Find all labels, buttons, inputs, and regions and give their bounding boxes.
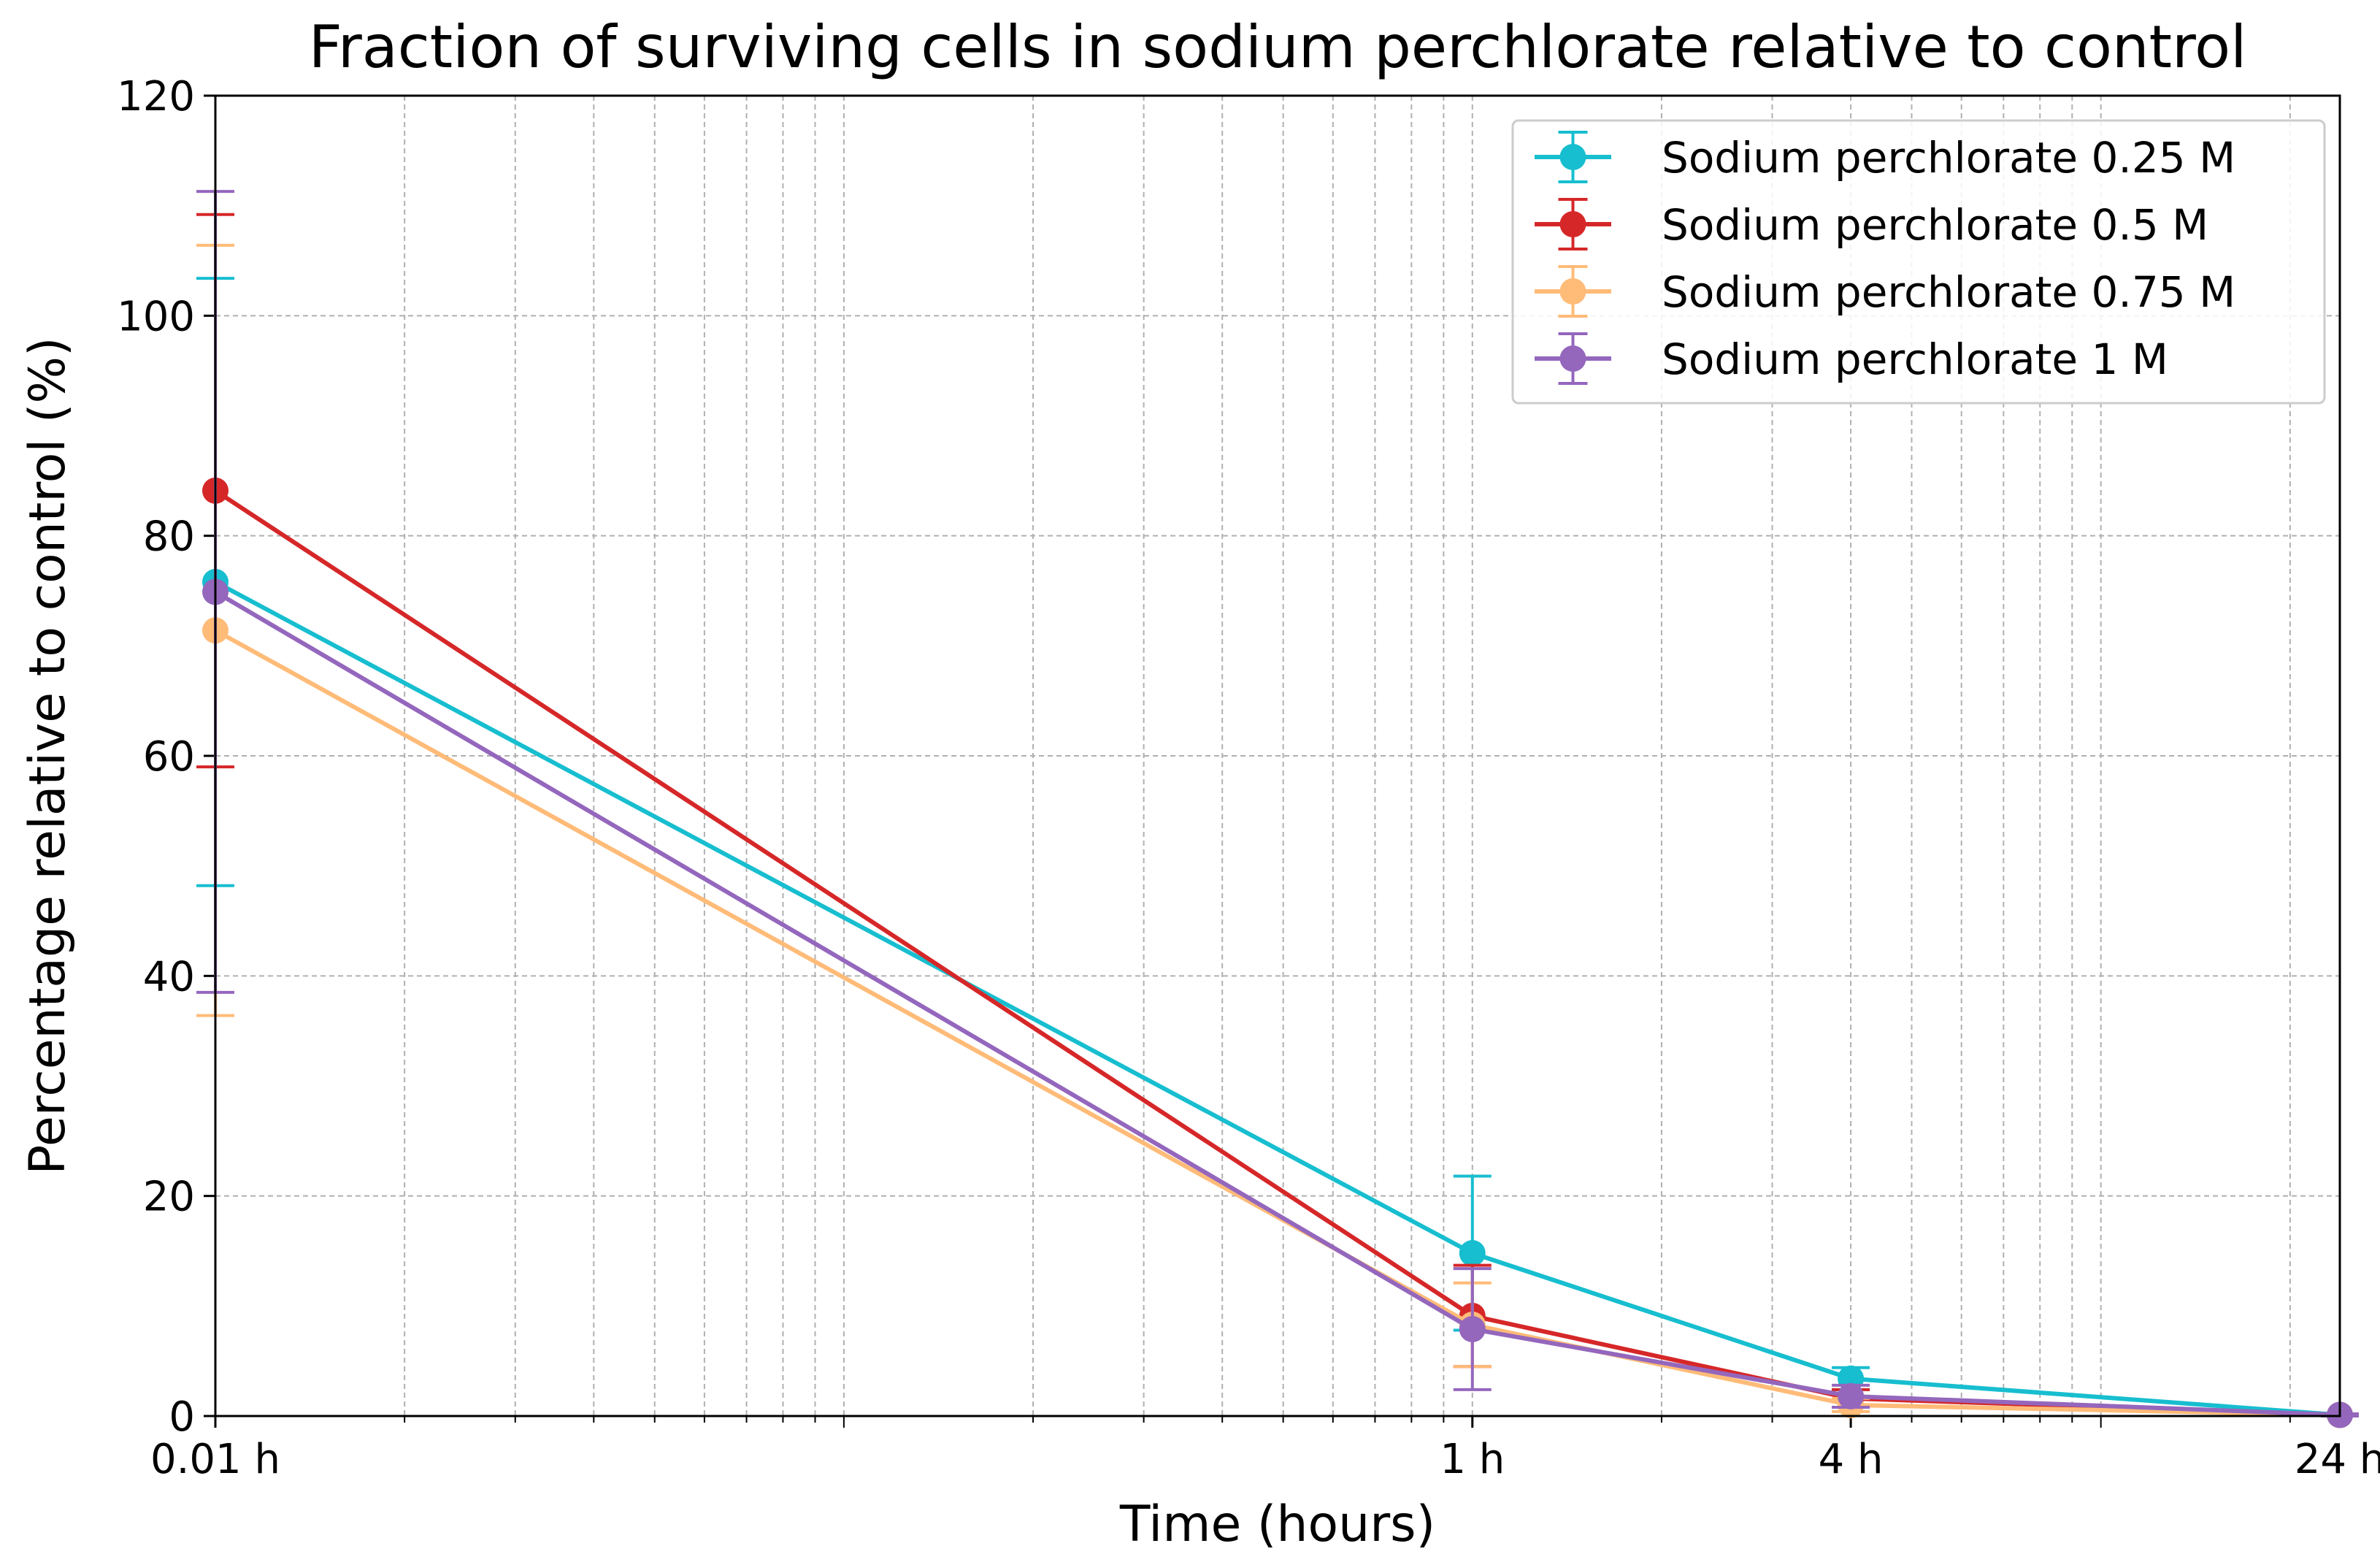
- legend-label: Sodium perchlorate 1 M: [1662, 334, 2168, 384]
- x-tick-label: 24 h: [2295, 1436, 2380, 1483]
- legend-swatch-marker: [1559, 278, 1586, 305]
- y-tick-label: 80: [143, 513, 195, 561]
- series-line: [214, 580, 2341, 1417]
- y-tick-label: 100: [117, 293, 195, 340]
- x-tick-label: 4 h: [1819, 1436, 1884, 1483]
- x-tick-label: 1 h: [1440, 1436, 1505, 1483]
- y-tick-label: 0: [169, 1393, 195, 1441]
- data-point: [1459, 1315, 1486, 1342]
- legend-swatch-marker: [1559, 144, 1586, 170]
- legend-label: Sodium perchlorate 0.25 M: [1662, 133, 2235, 183]
- legend-item: Sodium perchlorate 0.5 M: [1535, 198, 2208, 250]
- x-tick-label: 0.01 h: [150, 1436, 280, 1483]
- x-axis-label: Time (hours): [1119, 1496, 1435, 1553]
- legend-item: Sodium perchlorate 0.75 M: [1535, 265, 2235, 318]
- y-tick-label: 60: [143, 733, 195, 781]
- legend: Sodium perchlorate 0.25 M Sodium perchlor…: [1511, 119, 2326, 405]
- y-axis: 0 20 40 60 80 100 120: [117, 73, 215, 1441]
- legend-label: Sodium perchlorate 0.5 M: [1662, 200, 2208, 250]
- y-axis-label: Percentage relative to control (%): [19, 337, 77, 1174]
- legend-swatch-marker: [1559, 211, 1586, 237]
- series-group: [196, 190, 2359, 1428]
- y-tick-label: 20: [143, 1174, 195, 1221]
- legend-frame: [1511, 119, 2326, 405]
- plot-frame: [214, 94, 2341, 1417]
- x-axis: 0.01 h 1 h 4 h 24 h: [150, 1416, 2380, 1483]
- legend-label: Sodium perchlorate 0.75 M: [1662, 267, 2235, 317]
- series-line: [214, 589, 2341, 1417]
- y-tick-label: 40: [143, 953, 195, 1000]
- data-point: [1838, 1382, 1865, 1409]
- data-point: [1459, 1240, 1486, 1267]
- legend-item: Sodium perchlorate 0.25 M: [1535, 131, 2235, 183]
- legend-swatch-marker: [1559, 345, 1586, 372]
- legend-item: Sodium perchlorate 1 M: [1535, 332, 2168, 385]
- y-tick-label: 120: [117, 73, 195, 120]
- chart-title: Fraction of surviving cells in sodium pe…: [309, 13, 2247, 81]
